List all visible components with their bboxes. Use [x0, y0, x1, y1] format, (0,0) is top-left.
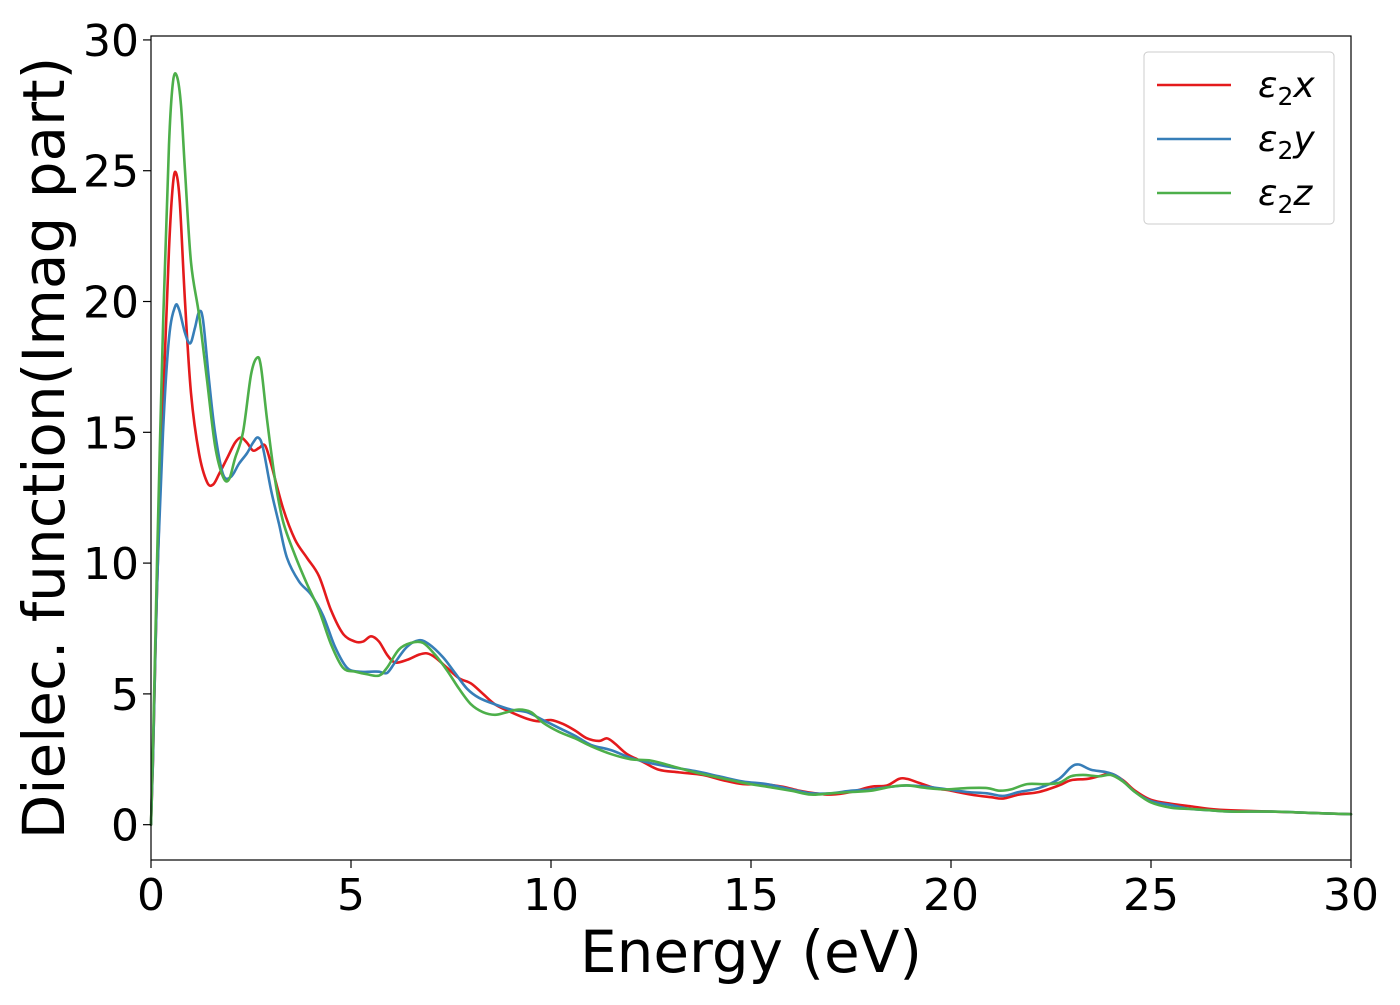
series-layer [149, 72, 1353, 826]
x-tick-label: 25 [1123, 870, 1179, 921]
y-tick-label: 20 [83, 278, 139, 329]
y-tick-label: 30 [83, 16, 139, 67]
legend-label-y: ε2y [1258, 119, 1315, 165]
series-line-z [149, 72, 1353, 826]
tick-layer: 0 5 10 15 20 25 30 0 5 10 15 20 25 30 [83, 16, 1379, 921]
y-tick-label: 15 [83, 408, 139, 459]
legend-label-z: ε2z [1258, 173, 1313, 219]
y-tick-label: 0 [111, 801, 139, 852]
x-tick-label: 20 [923, 870, 979, 921]
series-line-x [149, 170, 1353, 826]
series-line-y [149, 303, 1353, 826]
y-tick-label: 5 [111, 670, 139, 721]
x-tick-label: 15 [723, 870, 779, 921]
x-tick-label: 0 [137, 870, 165, 921]
x-axis-label: Energy (eV) [580, 918, 922, 986]
x-tick-label: 30 [1323, 870, 1379, 921]
y-tick-label: 25 [83, 147, 139, 198]
legend-frame [1143, 51, 1335, 225]
legend-entries: ε2x ε2y ε2z [1157, 65, 1315, 219]
legend-label-x: ε2x [1258, 65, 1315, 111]
legend: ε2x ε2y ε2z [1143, 51, 1335, 225]
y-tick-label: 10 [83, 539, 139, 590]
x-tick-label: 10 [523, 870, 579, 921]
x-tick-label: 5 [337, 870, 365, 921]
y-axis-label: Dielec. function(Imag part) [10, 57, 78, 840]
